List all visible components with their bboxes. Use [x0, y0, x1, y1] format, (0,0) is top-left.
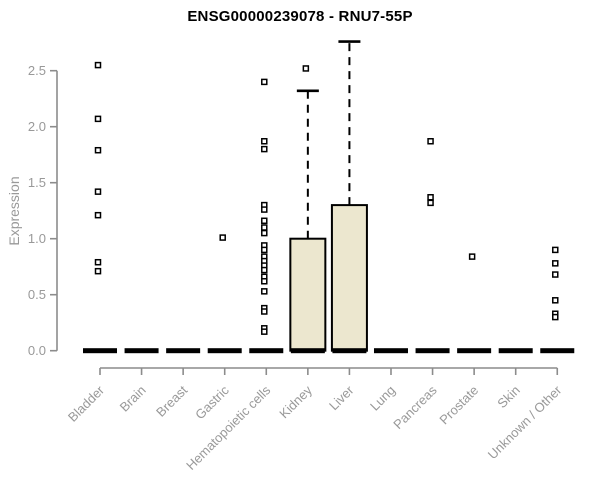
- median-bar: [207, 348, 242, 354]
- outlier-point: [261, 138, 268, 145]
- y-tick-label: 2.5: [28, 63, 46, 78]
- outlier-point: [427, 194, 434, 201]
- outlier-point: [261, 288, 268, 295]
- outlier-point: [261, 229, 268, 237]
- x-tick-label: Pancreas: [390, 382, 440, 432]
- outlier-point: [94, 267, 102, 275]
- y-tick-label: 1.0: [28, 231, 46, 246]
- outlier-point: [468, 253, 476, 260]
- outlier-point: [261, 266, 268, 274]
- outlier-point: [552, 297, 559, 304]
- outlier-point: [261, 78, 268, 86]
- x-tick-label: Liver: [326, 382, 357, 413]
- median-bar: [83, 348, 117, 354]
- outlier-point: [427, 199, 434, 207]
- outlier-point: [219, 234, 226, 241]
- outlier-point: [552, 313, 559, 321]
- outlier-point: [94, 61, 102, 69]
- outlier-point: [427, 138, 434, 145]
- outlier-point: [552, 260, 559, 267]
- outlier-point: [261, 328, 268, 335]
- outlier-point: [261, 206, 268, 213]
- median-bar: [498, 348, 533, 354]
- x-tick-label: Brain: [117, 383, 149, 415]
- x-tick-label: Breast: [153, 382, 190, 419]
- outlier-point: [94, 146, 102, 154]
- y-tick-label: 2.0: [28, 119, 46, 134]
- x-tick-label: Unknown / Other: [485, 382, 565, 462]
- box: [330, 204, 368, 352]
- outlier-point: [261, 246, 268, 254]
- chart-title: ENSG00000239078 - RNU7-55P: [187, 8, 413, 25]
- outlier-point: [94, 188, 102, 195]
- outlier-point: [261, 217, 268, 225]
- median-bar: [373, 348, 408, 354]
- median-bar: [332, 348, 367, 354]
- x-tick-label: Bladder: [65, 382, 108, 425]
- median-bar: [457, 348, 492, 354]
- outlier-point: [261, 224, 268, 231]
- x-tick-label: Skin: [494, 383, 522, 411]
- x-tick-label: Prostate: [436, 383, 481, 428]
- x-tick-label: Kidney: [276, 382, 315, 421]
- outlier-point: [94, 258, 102, 266]
- outlier-point: [261, 308, 268, 315]
- outlier-point: [94, 115, 102, 123]
- outlier-point: [552, 271, 559, 278]
- outlier-point: [94, 211, 102, 219]
- median-bar: [249, 348, 284, 354]
- median-bar: [540, 348, 575, 354]
- y-tick-label: 0.0: [28, 343, 46, 358]
- outlier-point: [261, 278, 268, 285]
- x-tick-label: Gastric: [192, 382, 232, 422]
- y-tick-label: 1.5: [28, 175, 46, 190]
- outlier-point: [302, 65, 310, 72]
- box: [289, 237, 327, 352]
- y-tick-label: 0.5: [28, 287, 46, 302]
- outlier-point: [261, 145, 268, 153]
- median-bar: [290, 348, 325, 354]
- outlier-point: [552, 246, 559, 254]
- x-tick-label: Lung: [367, 383, 398, 414]
- median-bar: [166, 348, 201, 354]
- median-bar: [124, 348, 159, 354]
- median-bar: [415, 348, 450, 354]
